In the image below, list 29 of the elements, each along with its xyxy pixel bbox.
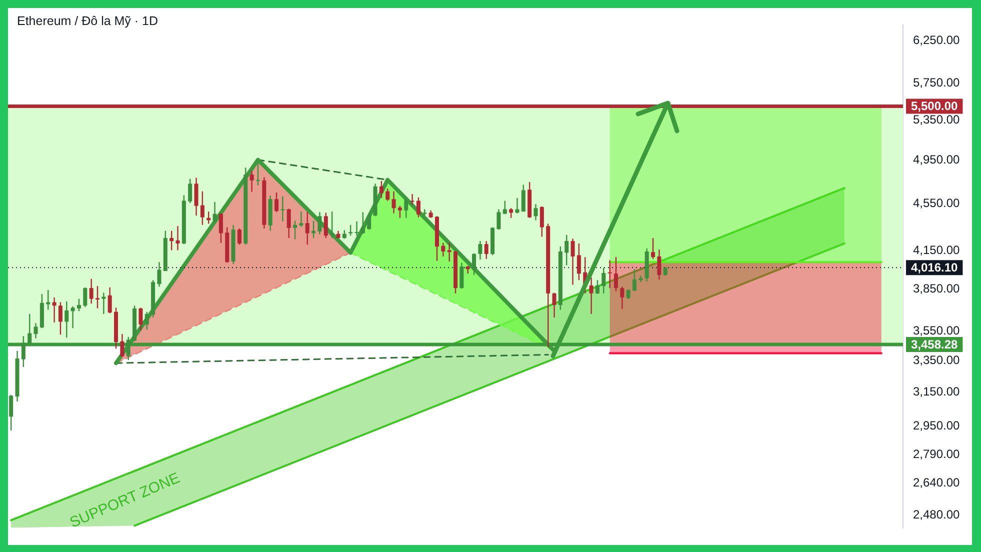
ref-line-label: 5,500.00	[911, 99, 958, 114]
y-tick-label: 4,150.00	[913, 243, 960, 258]
y-tick-label: 2,950.00	[913, 418, 960, 432]
y-tick-label: 5,350.00	[913, 112, 960, 127]
chart-title: Ethereum / Đô la Mỹ · 1D	[17, 14, 158, 29]
candlestick	[447, 242, 452, 262]
y-tick-label: 3,550.00	[913, 323, 960, 338]
candlestick	[102, 292, 106, 314]
y-tick-label: 6,250.00	[913, 32, 960, 47]
candlestick	[280, 196, 285, 222]
y-tick-label: 4,950.00	[913, 152, 960, 167]
candlestick	[354, 221, 359, 236]
candlestick	[176, 226, 180, 250]
y-tick-label: 5,750.00	[913, 76, 960, 90]
y-tick-label: 2,480.00	[913, 508, 960, 522]
y-tick-label: 4,550.00	[913, 196, 960, 210]
y-tick-label: 3,350.00	[913, 353, 960, 368]
ref-line-label: 4,016.10	[911, 260, 958, 274]
candlestick	[608, 260, 612, 288]
candlestick	[70, 306, 75, 328]
y-tick-label: 3,850.00	[913, 282, 960, 296]
y-tick-label: 2,790.00	[913, 447, 960, 462]
candlestick	[52, 297, 56, 322]
y-tick-label: 2,640.00	[913, 475, 960, 490]
y-tick-label: 3,150.00	[913, 384, 960, 399]
candlestick	[589, 278, 594, 314]
candlestick	[410, 194, 414, 205]
candlestick	[299, 212, 304, 227]
ref-line-label: 3,458.28	[911, 337, 958, 352]
